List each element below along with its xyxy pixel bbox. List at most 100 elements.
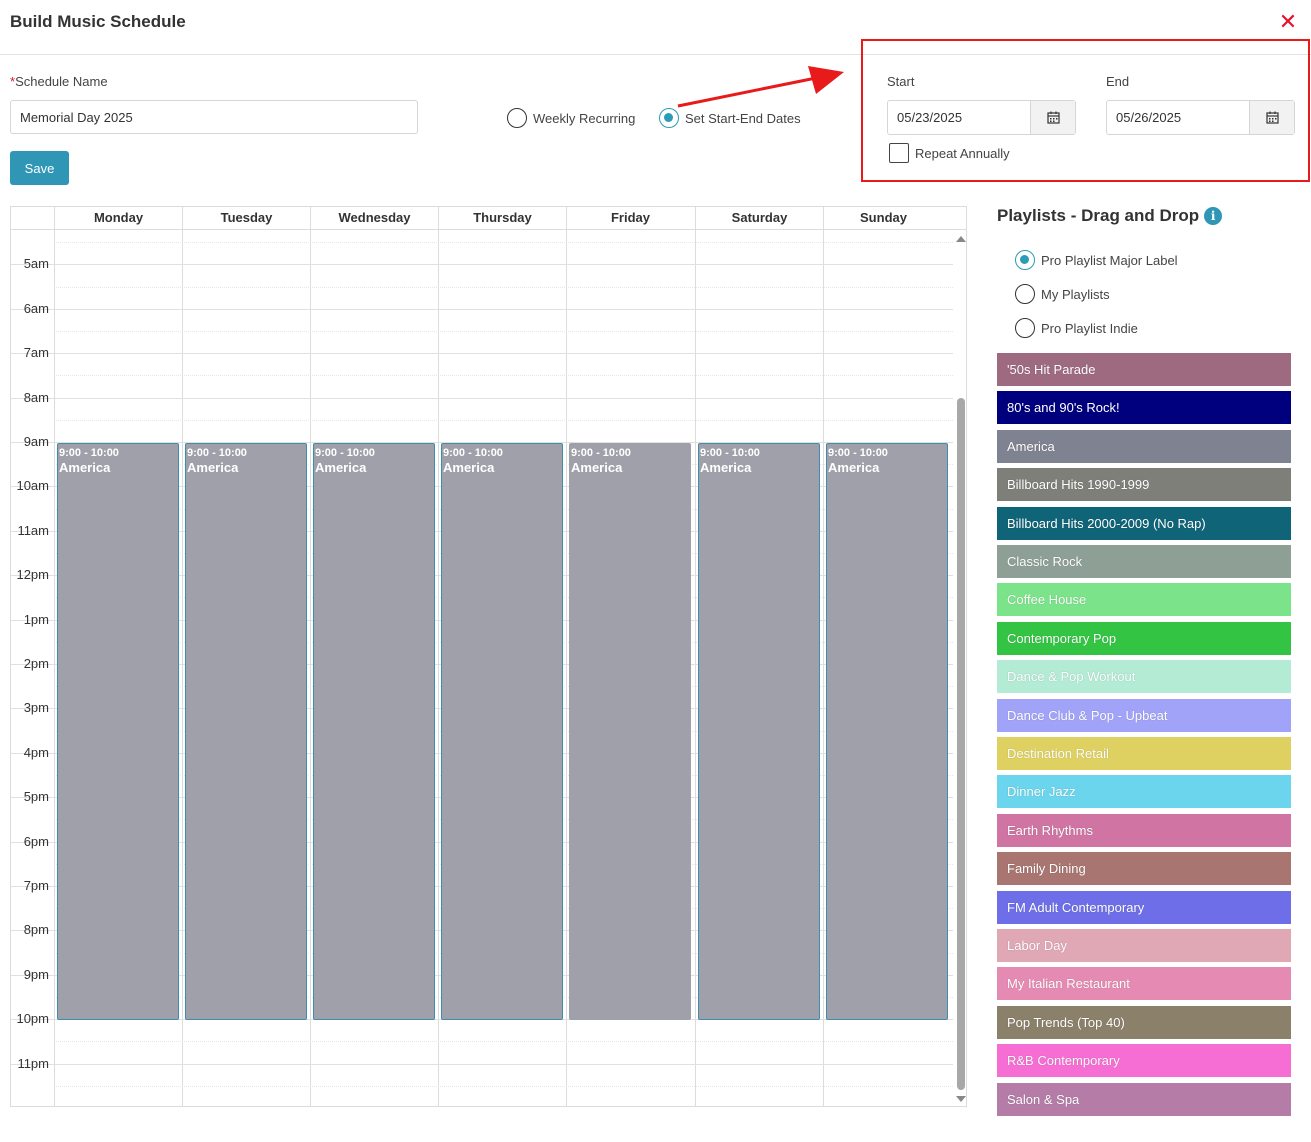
time-label: 11pm [17, 1055, 49, 1071]
playlist-source-radio-1[interactable]: My Playlists [1015, 284, 1110, 304]
hour-line [11, 442, 953, 443]
close-icon[interactable]: ✕ [1278, 9, 1298, 34]
playlist-item[interactable]: Contemporary Pop [997, 621, 1291, 655]
calendar-grid[interactable]: 4am5am6am7am8am9am10am11am12pm1pm2pm3pm4… [11, 230, 953, 1106]
day-column-divider [566, 230, 567, 1106]
checkbox-box[interactable] [889, 143, 909, 163]
playlist-source-radio-2[interactable]: Pro Playlist Indie [1015, 318, 1138, 338]
date-range-highlight [861, 39, 1310, 182]
time-label: 10am [16, 478, 49, 494]
hour-line [11, 264, 953, 266]
playlist-item[interactable]: Family Dining [997, 852, 1291, 886]
half-hour-line [54, 419, 953, 421]
playlist-item[interactable]: Labor Day [997, 929, 1291, 962]
schedule-event-thursday[interactable]: 9:00 - 10:00 America [441, 443, 563, 1020]
day-column-divider [438, 230, 439, 1106]
half-hour-line [54, 1085, 953, 1087]
time-label: 6am [23, 300, 49, 316]
day-column-divider [182, 230, 183, 1106]
start-calendar-icon[interactable] [1030, 101, 1075, 134]
playlist-item[interactable]: Classic Rock [997, 545, 1291, 578]
time-label: 12pm [16, 567, 49, 583]
playlist-item[interactable]: '50s Hit Parade [997, 353, 1291, 386]
half-hour-line [54, 331, 953, 332]
playlist-item[interactable]: Salon & Spa [997, 1082, 1291, 1116]
playlist-item[interactable]: FM Adult Contemporary [997, 890, 1291, 924]
calendar-scrollbar[interactable] [953, 230, 966, 1106]
event-time: 9:00 - 10:00 [315, 447, 375, 459]
day-column-divider [310, 230, 311, 1106]
playlists-title: Playlists - Drag and Drop i [997, 206, 1223, 226]
schedule-event-monday[interactable]: 9:00 - 10:00 America [57, 443, 179, 1020]
playlist-item[interactable]: R&B Contemporary [997, 1044, 1291, 1078]
end-label: End [1106, 74, 1130, 89]
event-time: 9:00 - 10:00 [828, 447, 888, 459]
event-playlist: America [315, 460, 367, 475]
hour-line [11, 1063, 953, 1065]
time-label: 6pm [23, 833, 49, 849]
schedule-event-tuesday[interactable]: 9:00 - 10:00 America [185, 443, 307, 1020]
set-start-end-dates-radio[interactable]: Set Start-End Dates [659, 108, 801, 128]
event-playlist: America [828, 460, 880, 475]
day-header-friday: Friday [566, 207, 694, 230]
day-column-divider [54, 230, 55, 1106]
playlist-source-radio-0[interactable]: Pro Playlist Major Label [1015, 250, 1178, 270]
half-hour-line [54, 242, 953, 244]
weekly-calendar: Monday Tuesday Wednesday Thursday Friday Satu… [10, 206, 967, 1107]
schedule-event-wednesday[interactable]: 9:00 - 10:00 America [313, 443, 435, 1020]
playlist-item[interactable]: Dance Club & Pop - Upbeat [997, 698, 1291, 732]
event-time: 9:00 - 10:00 [187, 447, 247, 459]
weekly-recurring-radio[interactable]: Weekly Recurring [507, 108, 635, 128]
radio-circle[interactable] [1015, 284, 1035, 304]
schedule-event-saturday[interactable]: 9:00 - 10:00 America [698, 443, 820, 1020]
radio-circle-selected[interactable] [659, 108, 679, 128]
event-time: 9:00 - 10:00 [59, 447, 119, 459]
annotation-arrow-icon [677, 66, 844, 108]
playlist-item[interactable]: Billboard Hits 2000-2009 (No Rap) [997, 506, 1291, 540]
scroll-down-icon[interactable] [956, 1096, 966, 1102]
playlist-item[interactable]: 80's and 90's Rock! [997, 391, 1291, 425]
playlist-item[interactable]: America [997, 429, 1291, 463]
day-header-monday: Monday [54, 207, 182, 230]
start-date-value[interactable]: 05/23/2025 [897, 110, 963, 125]
repeat-annually-checkbox[interactable]: Repeat Annually [889, 143, 1010, 163]
event-playlist: America [187, 460, 239, 475]
playlist-item[interactable]: Pop Trends (Top 40) [997, 1005, 1291, 1039]
schedule-name-label: *Schedule Name [10, 74, 108, 89]
playlist-item[interactable]: Earth Rhythms [997, 813, 1291, 847]
end-date-field[interactable]: 05/26/2025 [1106, 100, 1295, 135]
playlist-item[interactable]: Dinner Jazz [997, 775, 1291, 809]
schedule-event-sunday[interactable]: 9:00 - 10:00 America [826, 443, 948, 1020]
playlist-item[interactable]: Dance & Pop Workout [997, 660, 1291, 694]
day-header-saturday: Saturday [695, 207, 823, 230]
start-date-field[interactable]: 05/23/2025 [887, 100, 1076, 135]
event-time: 9:00 - 10:00 [443, 447, 503, 459]
time-label: 4pm [23, 744, 49, 760]
hour-line [11, 308, 953, 310]
playlist-item[interactable]: My Italian Restaurant [997, 967, 1291, 1001]
event-playlist: America [443, 460, 495, 475]
half-hour-line [54, 1041, 953, 1043]
save-button[interactable]: Save [10, 151, 69, 185]
radio-circle[interactable] [1015, 318, 1035, 338]
radio-circle-selected[interactable] [1015, 250, 1035, 270]
playlist-item[interactable]: Destination Retail [997, 737, 1291, 770]
playlist-item[interactable]: Coffee House [997, 583, 1291, 617]
end-date-value[interactable]: 05/26/2025 [1116, 110, 1182, 125]
radio-circle[interactable] [507, 108, 527, 128]
time-label: 8am [23, 389, 49, 405]
scroll-up-icon[interactable] [956, 236, 966, 242]
schedule-name-input[interactable] [10, 100, 418, 134]
time-label: 8pm [23, 922, 49, 938]
playlist-item[interactable]: Billboard Hits 1990-1999 [997, 468, 1291, 502]
event-playlist: America [571, 460, 623, 475]
schedule-event-friday[interactable]: 9:00 - 10:00 America [569, 443, 691, 1020]
time-label: 3pm [23, 700, 49, 716]
time-label: 11am [17, 522, 49, 538]
end-calendar-icon[interactable] [1249, 101, 1294, 134]
half-hour-line [54, 375, 953, 377]
scroll-thumb[interactable] [957, 398, 965, 1090]
start-label: Start [887, 74, 915, 89]
modal-header: Build Music Schedule ✕ [0, 0, 1311, 55]
info-icon[interactable]: i [1204, 207, 1223, 225]
